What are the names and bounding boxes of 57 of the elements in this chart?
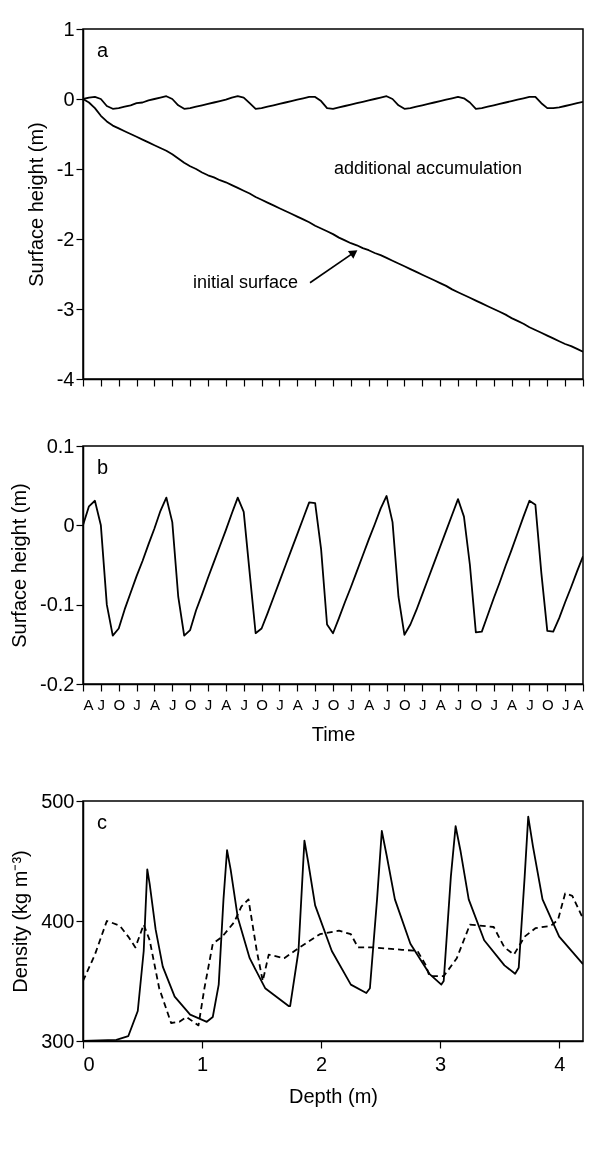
x-tick-label: A <box>573 695 584 713</box>
x-tick-label: A <box>292 695 303 713</box>
x-tick-label: J <box>383 695 391 713</box>
x-tick-label: O <box>470 695 483 713</box>
x-axis-title: Time <box>311 722 356 745</box>
y-tick-label: -4 <box>56 367 75 390</box>
x-tick-label: J <box>276 695 284 713</box>
x-tick-label: O <box>113 695 126 713</box>
x-tick-label: J <box>311 695 320 713</box>
x-tick-label: J <box>490 695 498 713</box>
x-tick-label: A <box>221 695 232 713</box>
annotation: initial surface <box>192 271 298 292</box>
y-axis-title: Surface height (m) <box>24 122 47 287</box>
y-tick-label: 0 <box>63 513 75 536</box>
y-tick-label: 0 <box>63 87 75 110</box>
x-tick-label: A <box>364 695 375 713</box>
x-tick-label: 4 <box>554 1052 566 1075</box>
x-tick-label: A <box>149 695 160 713</box>
annotation: additional accumulation <box>333 158 523 178</box>
x-tick-label: O <box>541 695 554 713</box>
x-tick-label: A <box>435 695 446 713</box>
x-tick-label: 0 <box>83 1052 95 1075</box>
y-tick-label: 1 <box>63 17 75 40</box>
x-tick-label: J <box>419 695 427 713</box>
x-tick-label: J <box>204 695 213 713</box>
y-tick-label: 0.1 <box>46 434 75 457</box>
x-tick-label: J <box>526 695 534 713</box>
x-tick-label: J <box>561 695 570 713</box>
x-tick-label: 1 <box>196 1052 209 1075</box>
x-tick-label: 3 <box>435 1052 447 1075</box>
x-tick-label: J <box>97 695 106 713</box>
x-tick-label: J <box>347 695 356 713</box>
y-tick-label: -2 <box>56 227 75 250</box>
x-tick-label: J <box>133 695 141 713</box>
x-tick-label: J <box>454 695 463 713</box>
x-tick-label: O <box>399 695 411 713</box>
annotation: b <box>97 456 109 478</box>
y-tick-label: -0.1 <box>40 593 75 616</box>
x-tick-label: J <box>240 695 248 713</box>
y-tick-label: 300 <box>41 1029 75 1052</box>
x-tick-label: O <box>256 695 268 713</box>
x-tick-label: A <box>83 695 94 713</box>
annotation: c <box>97 811 107 833</box>
x-tick-label: J <box>169 695 177 713</box>
y-tick-label: -0.2 <box>40 672 75 695</box>
x-tick-label: 2 <box>316 1052 328 1075</box>
x-tick-label: O <box>327 695 340 713</box>
y-tick-label: -1 <box>56 157 75 180</box>
y-axis-title: Density (kg m⁻³) <box>9 850 32 993</box>
y-tick-label: 500 <box>41 789 75 812</box>
y-tick-label: -3 <box>56 297 75 320</box>
y-axis-title: Surface height (m) <box>8 483 31 648</box>
x-tick-label: O <box>184 695 197 713</box>
x-axis-title: Depth (m) <box>289 1084 378 1107</box>
y-tick-label: 400 <box>41 909 75 932</box>
x-tick-label: A <box>507 695 518 713</box>
annotation: a <box>97 39 109 61</box>
